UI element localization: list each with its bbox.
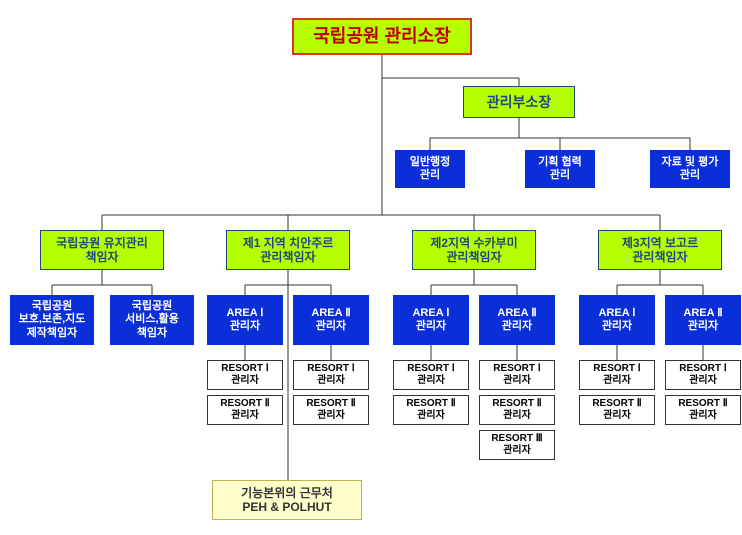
b3-area1: AREA Ⅰ 관리자 [579,295,655,345]
b2-a1-r2: RESORT Ⅱ 관리자 [393,395,469,425]
deputy-child-0: 일반행정 관리 [395,150,465,188]
b2-a2-r3: RESORT Ⅲ 관리자 [479,430,555,460]
b2-a1-r1: RESORT Ⅰ 관리자 [393,360,469,390]
org-root: 국립공원 관리소장 [292,18,472,55]
b1-a2-r2: RESORT Ⅱ 관리자 [293,395,369,425]
b1-area1: AREA Ⅰ 관리자 [207,295,283,345]
b3-a2-r2: RESORT Ⅱ 관리자 [665,395,741,425]
b3-a1-r2: RESORT Ⅱ 관리자 [579,395,655,425]
deputy-director: 관리부소장 [463,86,575,118]
branch0-child-1: 국립공원 서비스,활용 책임자 [110,295,194,345]
b1-a1-r2: RESORT Ⅱ 관리자 [207,395,283,425]
b3-area2: AREA Ⅱ 관리자 [665,295,741,345]
b1-area2: AREA Ⅱ 관리자 [293,295,369,345]
branch0-child-0: 국립공원 보호,보존,지도 제작책임자 [10,295,94,345]
branch-0: 국립공원 유지관리 책임자 [40,230,164,270]
b3-a2-r1: RESORT Ⅰ 관리자 [665,360,741,390]
b1-a2-r1: RESORT Ⅰ 관리자 [293,360,369,390]
branch-2: 제2지역 수카부미 관리책임자 [412,230,536,270]
b2-a2-r1: RESORT Ⅰ 관리자 [479,360,555,390]
b3-a1-r1: RESORT Ⅰ 관리자 [579,360,655,390]
b2-area2: AREA Ⅱ 관리자 [479,295,555,345]
branch-3: 제3지역 보고르 관리책임자 [598,230,722,270]
b1-a1-r1: RESORT Ⅰ 관리자 [207,360,283,390]
footer-unit: 기능본위의 근무처 PEH & POLHUT [212,480,362,520]
branch-1: 제1 지역 치안주르 관리책임자 [226,230,350,270]
b2-area1: AREA Ⅰ 관리자 [393,295,469,345]
deputy-child-1: 기획 협력 관리 [525,150,595,188]
b2-a2-r2: RESORT Ⅱ 관리자 [479,395,555,425]
deputy-child-2: 자료 및 평가 관리 [650,150,730,188]
